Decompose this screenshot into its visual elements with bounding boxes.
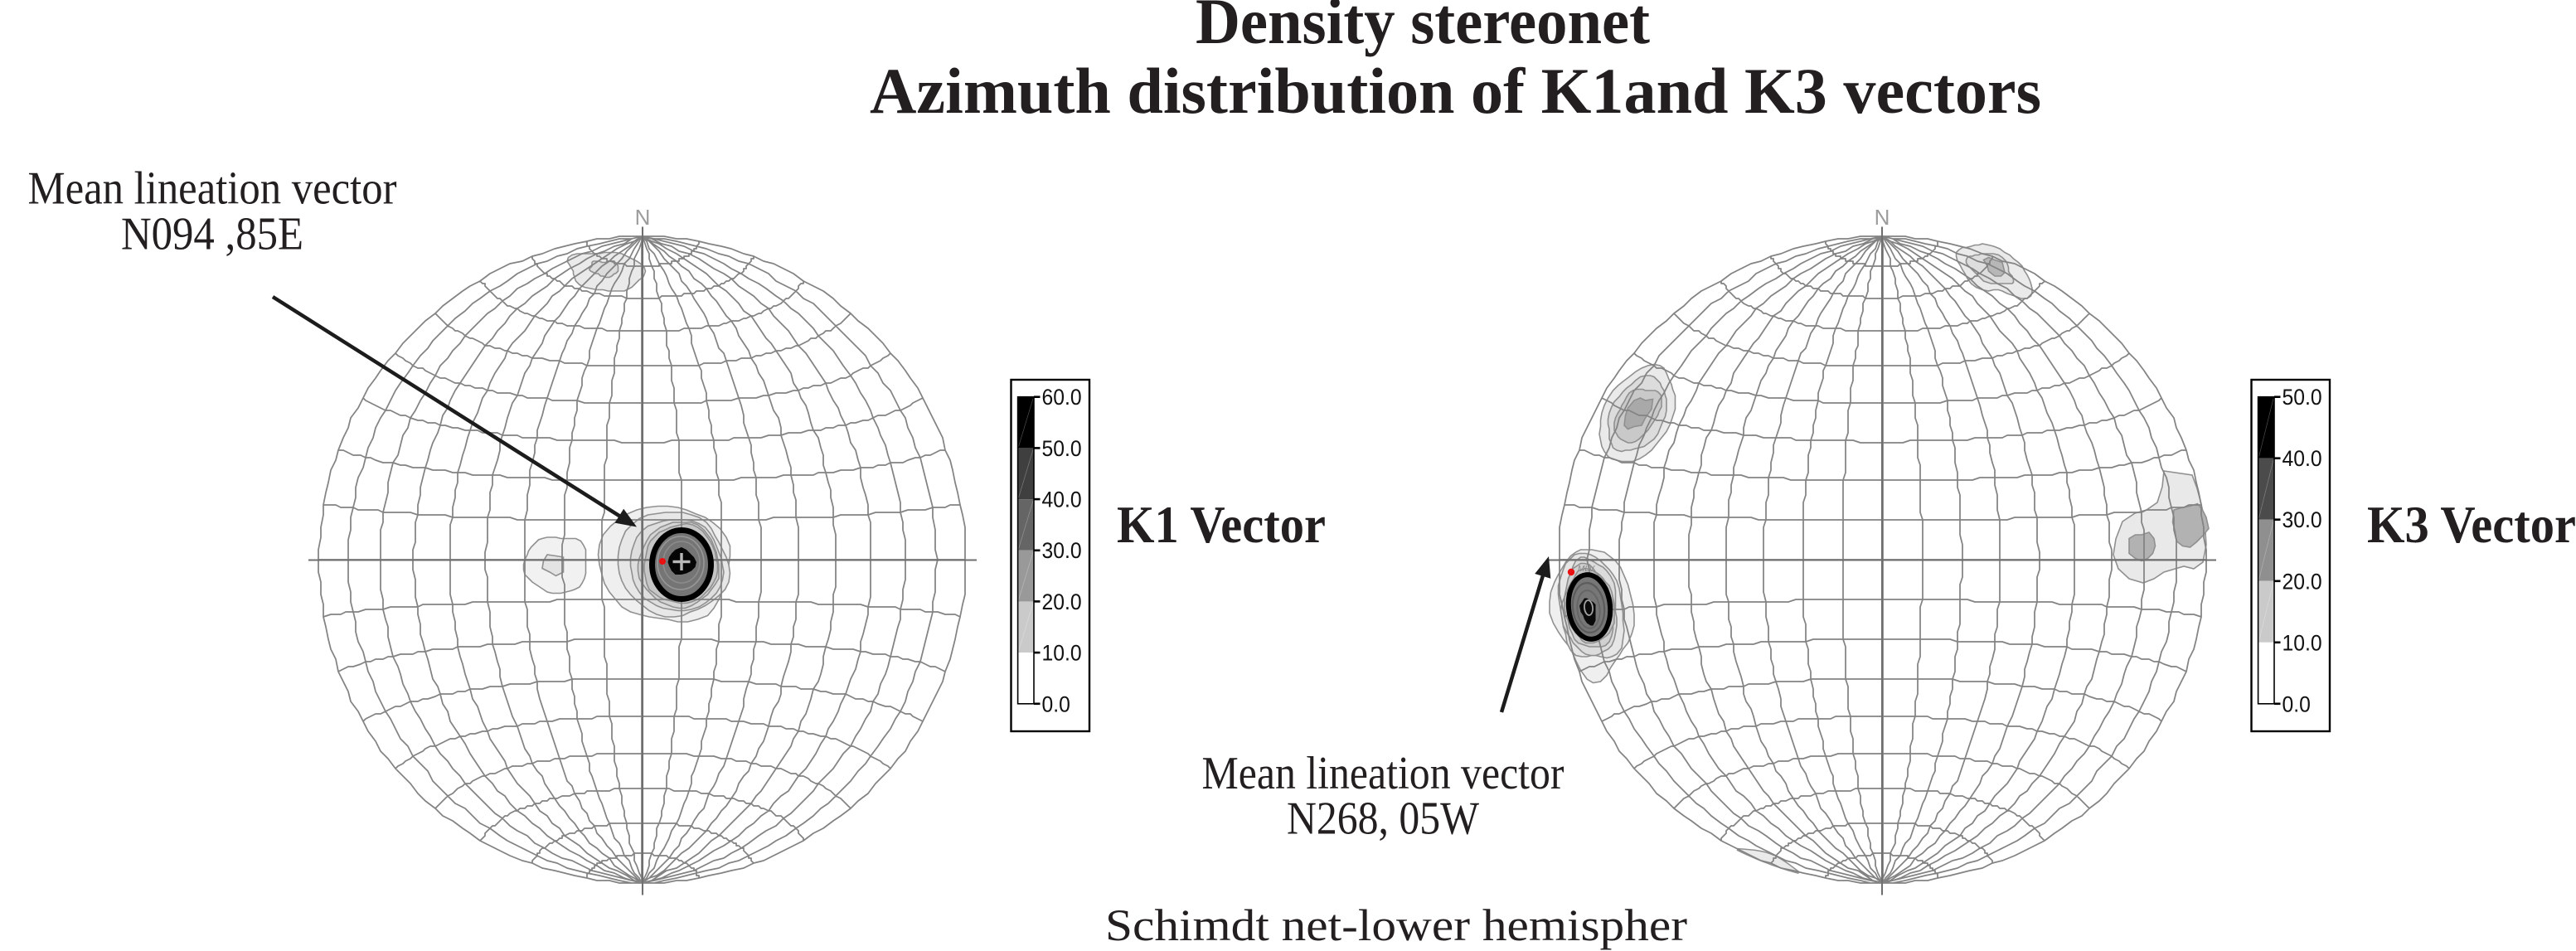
svg-text:N094 ,85E: N094 ,85E: [121, 209, 303, 260]
svg-text:40.0: 40.0: [1042, 488, 1082, 512]
svg-text:50.0: 50.0: [1042, 436, 1082, 461]
svg-text:50.0: 50.0: [2283, 385, 2322, 410]
svg-text:40.0: 40.0: [2283, 446, 2322, 471]
svg-text:Azimuth distribution of K1and: Azimuth distribution of K1and K3 vectors: [870, 55, 2041, 127]
svg-text:0.0: 0.0: [1042, 691, 1070, 716]
svg-text:Mean lineation vector: Mean lineation vector: [28, 163, 397, 215]
svg-text:K3 Vector: K3 Vector: [2367, 495, 2576, 554]
svg-text:MLV: MLV: [1578, 565, 1595, 574]
svg-text:N268, 05W: N268, 05W: [1287, 793, 1479, 845]
svg-text:Mean lineation vector: Mean lineation vector: [1202, 748, 1565, 799]
svg-text:N: N: [635, 205, 651, 230]
svg-text:Density stereonet: Density stereonet: [1196, 0, 1650, 57]
svg-text:0.0: 0.0: [2283, 691, 2311, 716]
svg-text:30.0: 30.0: [2283, 507, 2322, 532]
svg-text:10.0: 10.0: [2283, 630, 2322, 655]
svg-text:20.0: 20.0: [1042, 590, 1082, 614]
svg-text:K1 Vector: K1 Vector: [1117, 495, 1326, 554]
svg-text:10.0: 10.0: [1042, 641, 1082, 666]
svg-text:20.0: 20.0: [2283, 569, 2322, 594]
svg-text:Schimdt net-lower hemispher: Schimdt net-lower hemispher: [1105, 900, 1687, 950]
svg-text:N: N: [1875, 205, 1890, 230]
svg-text:30.0: 30.0: [1042, 538, 1082, 563]
svg-text:60.0: 60.0: [1042, 385, 1082, 410]
